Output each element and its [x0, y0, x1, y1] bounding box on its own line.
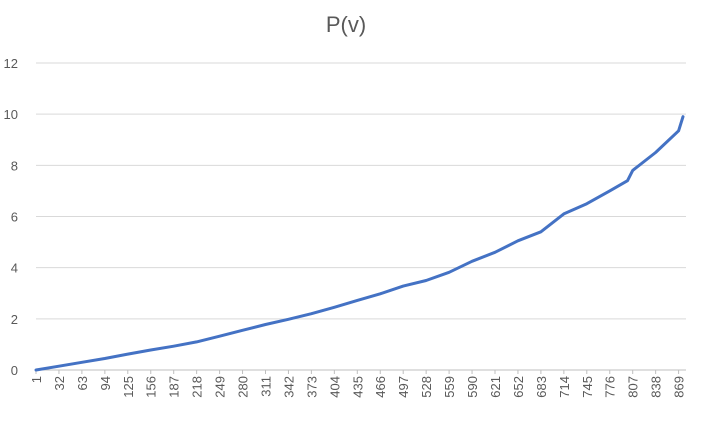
x-tick-label: 869	[672, 376, 687, 398]
x-tick-label: 280	[236, 376, 251, 398]
y-tick-label: 6	[11, 210, 18, 225]
gridlines	[36, 62, 686, 371]
y-axis: 0 2 4 6 8 10 12	[4, 56, 18, 378]
x-tick-label: 63	[75, 376, 90, 390]
series-line	[34, 115, 685, 372]
x-tick-label: 652	[511, 376, 526, 398]
x-tick-label: 714	[557, 376, 572, 398]
x-tick-label: 559	[442, 376, 457, 398]
series-layer	[34, 115, 685, 372]
x-tick-label: 187	[167, 376, 182, 398]
x-tick-label: 218	[190, 376, 205, 398]
y-tick-label: 0	[11, 363, 18, 378]
x-tick-label: 745	[580, 376, 595, 398]
x-tick-label: 590	[465, 376, 480, 398]
x-tick-label: 497	[396, 376, 411, 398]
x-tick-label: 156	[144, 376, 159, 398]
x-tick-label: 621	[488, 376, 503, 398]
x-axis: 1 32 63 94 125 156 187 218 249 280 311 342 373 404 435…	[29, 370, 687, 398]
x-tick-label: 776	[603, 376, 618, 398]
x-tick-label: 807	[626, 376, 641, 398]
y-tick-label: 4	[11, 261, 18, 276]
x-tick-label: 249	[213, 376, 228, 398]
x-tick-label: 404	[327, 376, 342, 398]
x-tick-label: 838	[649, 376, 664, 398]
y-tick-label: 12	[4, 56, 18, 71]
x-tick-label: 683	[534, 376, 549, 398]
x-tick-label: 32	[52, 376, 67, 390]
x-tick-label: 435	[350, 376, 365, 398]
x-tick-label: 125	[121, 376, 136, 398]
x-tick-label: 1	[29, 376, 44, 383]
y-tick-label: 8	[11, 158, 18, 173]
x-tick-label: 342	[281, 376, 296, 398]
y-tick-label: 10	[4, 107, 18, 122]
x-tick-label: 466	[373, 376, 388, 398]
chart-title: P(v)	[326, 12, 366, 37]
y-tick-label: 2	[11, 312, 18, 327]
x-tick-label: 373	[304, 376, 319, 398]
x-tick-label: 311	[258, 376, 273, 397]
x-tick-label: 94	[98, 376, 113, 390]
x-tick-label: 528	[419, 376, 434, 398]
